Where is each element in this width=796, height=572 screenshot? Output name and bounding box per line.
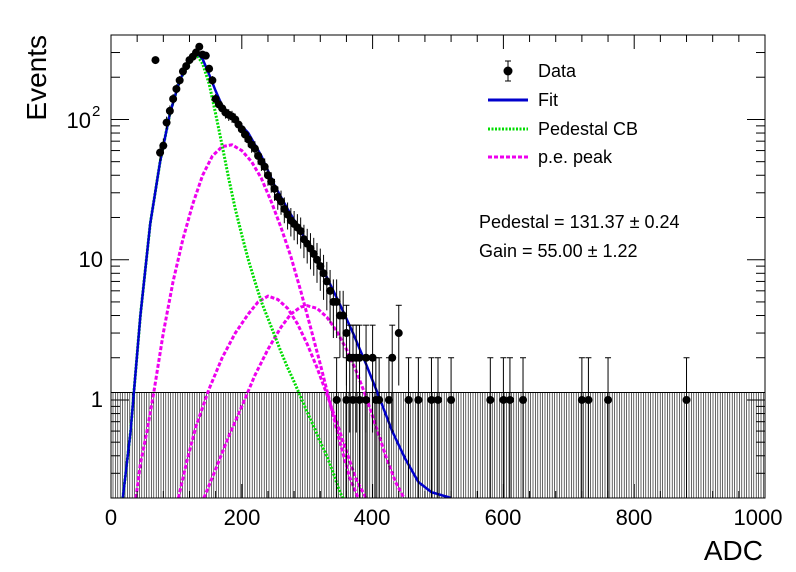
data-point [486,395,495,404]
data-point [499,395,508,404]
data-point [505,395,514,404]
data-point [332,297,341,306]
stat-gain: Gain = 55.00 ± 1.22 [479,241,638,261]
y-tick-label: 1 [91,387,103,412]
legend-label-data: Data [538,61,577,81]
data-point [332,395,341,404]
data-point [584,395,593,404]
data-point [192,48,201,57]
data-point [322,277,331,286]
data-point [175,76,184,85]
data-point [316,262,325,271]
data-point [355,395,364,404]
legend-item-data: Data [503,60,577,82]
data-point [577,395,586,404]
data-point [277,197,286,206]
data-point [434,395,442,404]
y-tick-label: 10 [67,108,91,133]
data-point [427,395,436,404]
data-point [414,395,423,404]
x-tick-label: 1000 [734,505,783,530]
x-tick-labels: 0 200 400 600 800 1000 [105,505,783,530]
data-point [362,395,371,404]
data-point [201,51,210,60]
data-point [283,210,292,219]
data-point [267,177,276,186]
data-point [447,395,456,404]
data-point [250,144,259,153]
y-axis-ticks [111,34,765,499]
data-point [384,395,393,404]
x-tick-label: 0 [105,505,117,530]
data-point [342,329,351,338]
data-point [388,353,397,362]
data-point [205,64,214,73]
data-point [326,286,335,295]
data-point [182,62,191,71]
legend-label-pedestal: Pedestal CB [538,119,638,139]
data-point [319,269,328,278]
data-point [254,151,263,160]
data-point [296,227,305,236]
data-point [348,395,357,404]
data-point [313,255,322,264]
data-point [519,395,528,404]
y-axis-title: Events [21,35,52,121]
series-p-e-peak-3 [202,304,406,498]
data-point [368,353,377,362]
series-p-e-peak [134,143,360,498]
x-tick-label: 200 [224,505,261,530]
data-point [169,94,178,103]
x-tick-label: 400 [354,505,391,530]
data-point [375,395,384,404]
data-point [339,311,348,320]
x-tick-label: 800 [616,505,653,530]
legend-item-pe-peak: p.e. peak [488,147,613,167]
x-axis-ticks [110,35,766,498]
data-point [270,184,279,193]
data-point [162,118,171,127]
data-point [195,42,204,51]
legend-data-marker [503,66,513,76]
legend-label-pe-peak: p.e. peak [538,147,613,167]
legend-item-pedestal: Pedestal CB [488,119,638,139]
data-point [604,395,613,404]
y-tick-label: 10 [79,247,103,272]
data-point [208,76,217,85]
data-point [172,84,181,93]
data-point [682,395,691,404]
y-tick-exponent: 2 [92,103,100,120]
data-point [263,171,272,180]
data-point [260,162,269,171]
data-point [159,141,168,150]
x-tick-label: 600 [485,505,522,530]
data-point [342,395,351,404]
stat-pedestal: Pedestal = 131.37 ± 0.24 [479,212,680,232]
x-axis-title: ADC [704,535,763,566]
data-point [151,56,160,65]
data-point [165,106,174,115]
data-point [394,329,403,338]
legend-item-fit: Fit [488,90,558,110]
data-point [156,148,165,157]
data-point [404,395,413,404]
legend: Data Fit Pedestal CB p.e. peak [488,60,638,167]
y-tick-labels: 1 10 10 2 [67,103,103,412]
data-points [151,42,691,498]
data-point [309,249,318,258]
legend-label-fit: Fit [538,90,558,110]
